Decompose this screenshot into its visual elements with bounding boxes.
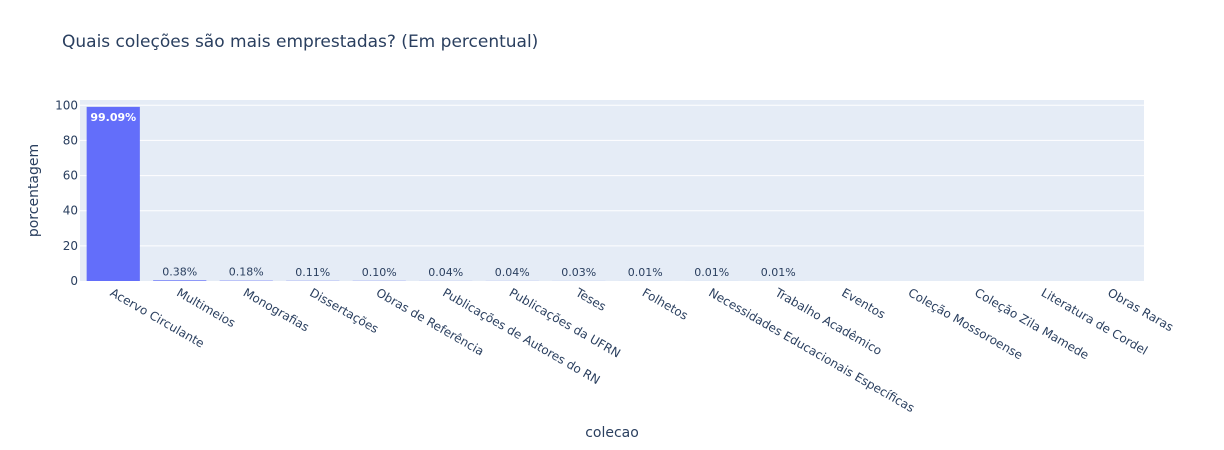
x-tick-label: Teses (572, 285, 608, 314)
x-tick-label: Publicações da UFRN (507, 285, 623, 360)
data-label: 0.38% (162, 265, 197, 278)
plot-area (80, 100, 1144, 281)
data-label: 0.11% (295, 266, 330, 279)
x-tick-label: Coleção Mossoroense (906, 285, 1025, 362)
y-axis-ticks: 0 20 40 60 80 100 (55, 98, 78, 288)
x-tick-label: Dissertações (307, 285, 381, 336)
data-label: 0.01% (761, 266, 796, 279)
y-tick-label: 60 (63, 169, 78, 183)
y-tick-label: 80 (63, 133, 78, 147)
x-axis-title: colecao (585, 425, 639, 441)
x-tick-label: Monografias (241, 285, 312, 334)
bar[interactable] (153, 280, 207, 281)
x-tick-label: Eventos (839, 285, 888, 321)
bars (86, 106, 805, 281)
data-label: 0.01% (628, 266, 663, 279)
x-tick-label: Trabalho Acadêmico (772, 285, 885, 358)
x-tick-label: Folhetos (640, 285, 691, 322)
x-tick-label: Multimeios (174, 285, 238, 330)
chart-title: Quais coleções são mais emprestadas? (Em… (62, 32, 539, 52)
y-tick-label: 100 (55, 98, 78, 112)
data-label: 0.18% (229, 266, 264, 279)
y-tick-label: 20 (63, 239, 78, 253)
data-label: 99.09% (90, 111, 136, 124)
x-tick-label: Obras de Referência (374, 285, 487, 358)
y-tick-label: 40 (63, 204, 78, 218)
gridlines (80, 104, 1144, 247)
data-label: 0.10% (362, 266, 397, 279)
x-tick-label: Literatura de Cordel (1039, 285, 1150, 357)
data-label: 0.03% (561, 266, 596, 279)
y-axis-title: porcentagem (26, 144, 42, 237)
y-tick-label: 0 (70, 274, 78, 288)
data-label: 0.04% (428, 266, 463, 279)
data-label: 0.04% (495, 266, 530, 279)
data-labels: 99.09% 0.38% 0.18% 0.11% 0.10% 0.04% 0.04% 0.03… (90, 111, 795, 279)
bar[interactable] (86, 106, 140, 281)
data-label: 0.01% (694, 266, 729, 279)
x-tick-label: Coleção Zila Mamede (972, 285, 1091, 362)
